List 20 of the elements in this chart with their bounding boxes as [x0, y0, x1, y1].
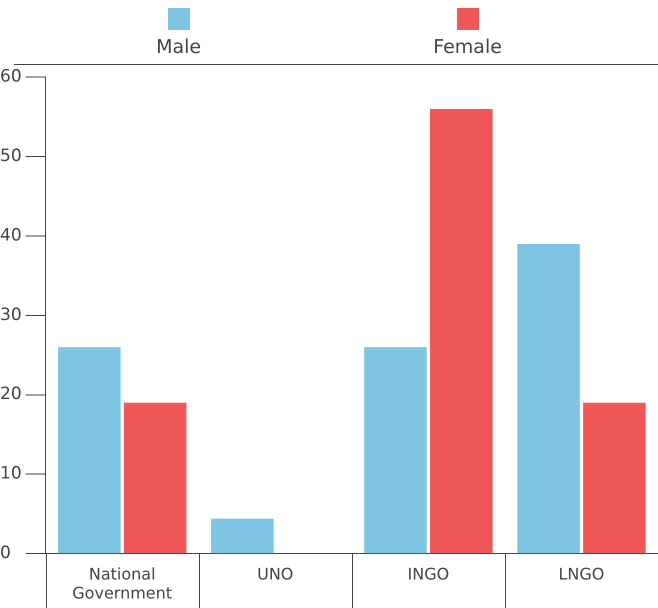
bar: [211, 518, 274, 554]
y-tick-label: 40: [0, 225, 22, 246]
x-tick-label: National Government: [72, 564, 172, 603]
legend-label: Male: [156, 36, 202, 58]
bar: [583, 402, 646, 554]
bar: [124, 402, 186, 554]
bar: [364, 347, 427, 554]
legend-label: Female: [433, 36, 502, 58]
bar: [517, 244, 580, 554]
y-tick-label: 50: [0, 146, 22, 166]
y-tick-label: 30: [0, 304, 22, 325]
y-tick-label: 60: [0, 66, 22, 87]
bar: [58, 347, 121, 554]
y-tick-label: 0: [0, 543, 11, 564]
y-tick-label: 20: [0, 384, 22, 404]
bar: [430, 108, 493, 554]
y-tick-label: 10: [0, 464, 22, 484]
x-tick-label: UNO: [257, 564, 294, 584]
x-tick-label: LNGO: [558, 564, 604, 584]
x-tick-label: INGO: [408, 564, 450, 584]
